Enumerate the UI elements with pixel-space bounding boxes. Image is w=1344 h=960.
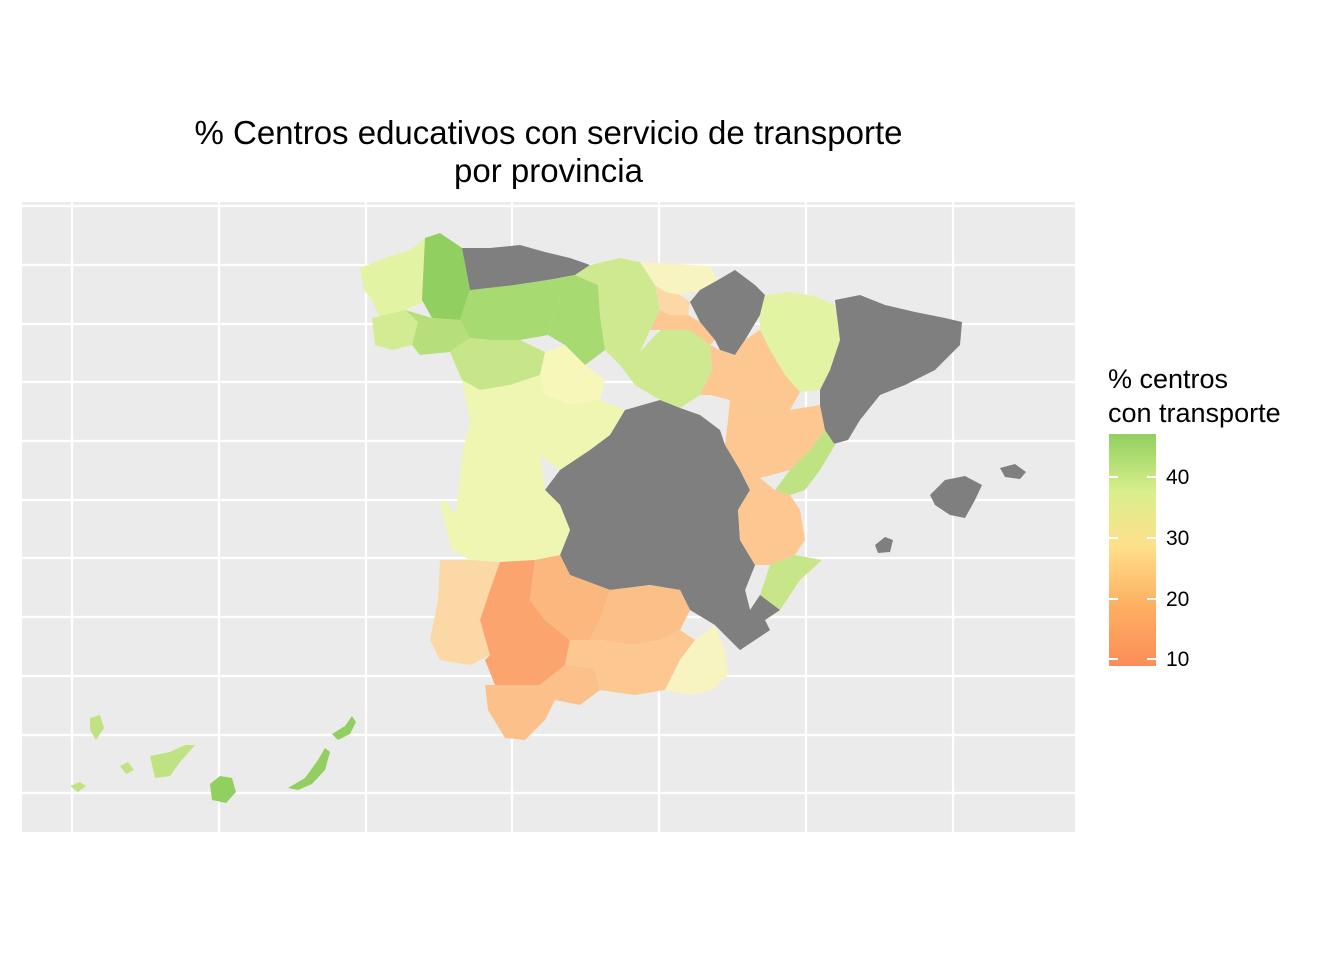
province-almeria bbox=[665, 625, 728, 695]
province-palencia bbox=[548, 275, 605, 365]
province-cataluna bbox=[820, 295, 962, 445]
province-granada bbox=[565, 630, 695, 695]
province-la-palma bbox=[90, 715, 104, 740]
province-jaen bbox=[590, 585, 690, 645]
province-zamora bbox=[450, 338, 545, 390]
province-la-gomera bbox=[120, 762, 134, 774]
province-castilla-la-mancha bbox=[545, 400, 770, 650]
province-a-coruna bbox=[360, 238, 432, 318]
map-title-line-1: % Centros educativos con servicio de tra… bbox=[194, 114, 903, 151]
province-salamanca bbox=[462, 375, 545, 455]
province-fuerteventura bbox=[288, 748, 330, 790]
province-alava bbox=[655, 285, 690, 315]
province-tenerife bbox=[150, 745, 195, 778]
province-huesca bbox=[760, 292, 840, 392]
province-mallorca bbox=[930, 476, 982, 518]
province-gipuzkoa bbox=[640, 262, 718, 295]
province-valencia bbox=[738, 470, 805, 565]
province-menorca bbox=[1000, 464, 1026, 479]
province-ourense bbox=[405, 310, 470, 355]
province-sevilla bbox=[480, 560, 570, 685]
province-caceres bbox=[455, 450, 560, 535]
province-pontevedra bbox=[372, 310, 418, 350]
province-cadiz bbox=[485, 685, 555, 740]
legend-colorbar bbox=[1109, 434, 1156, 666]
legend-tick-label: 40 bbox=[1166, 466, 1190, 489]
province-castellon bbox=[775, 430, 835, 495]
legend-tick-label: 20 bbox=[1166, 588, 1190, 611]
province-badajoz bbox=[440, 500, 570, 562]
province-navarra bbox=[690, 270, 765, 355]
legend-title-line-1: % centros bbox=[1108, 364, 1229, 394]
province-la-rioja bbox=[650, 310, 715, 345]
province-valladolid bbox=[540, 345, 605, 405]
province-soria bbox=[620, 330, 712, 408]
map-title: % Centros educativos con servicio de tra… bbox=[22, 114, 1075, 190]
legend-tick-marks bbox=[1109, 476, 1156, 660]
province-burgos bbox=[575, 258, 660, 365]
province-leon bbox=[460, 280, 560, 340]
province-ibiza bbox=[875, 537, 893, 553]
province-zaragoza bbox=[700, 330, 800, 410]
province-gran-canaria bbox=[210, 776, 236, 803]
province-segovia-avila bbox=[520, 395, 625, 470]
legend-tick-label: 30 bbox=[1166, 527, 1190, 550]
province-lugo bbox=[422, 233, 470, 320]
province-el-hierro bbox=[70, 782, 86, 792]
province-lanzarote bbox=[332, 716, 356, 740]
legend-title: % centros con transporte bbox=[1108, 362, 1281, 430]
province-asturias bbox=[462, 245, 590, 290]
province-alicante bbox=[760, 555, 822, 620]
province-malaga bbox=[540, 665, 600, 705]
map-title-line-2: por provincia bbox=[454, 152, 643, 189]
province-cordoba bbox=[530, 555, 610, 640]
province-murcia bbox=[700, 565, 780, 650]
provinces bbox=[70, 233, 1026, 803]
province-teruel bbox=[725, 400, 825, 478]
province-huelva bbox=[430, 560, 500, 665]
legend-title-line-2: con transporte bbox=[1108, 398, 1281, 428]
legend-tick-label: 10 bbox=[1166, 648, 1190, 671]
